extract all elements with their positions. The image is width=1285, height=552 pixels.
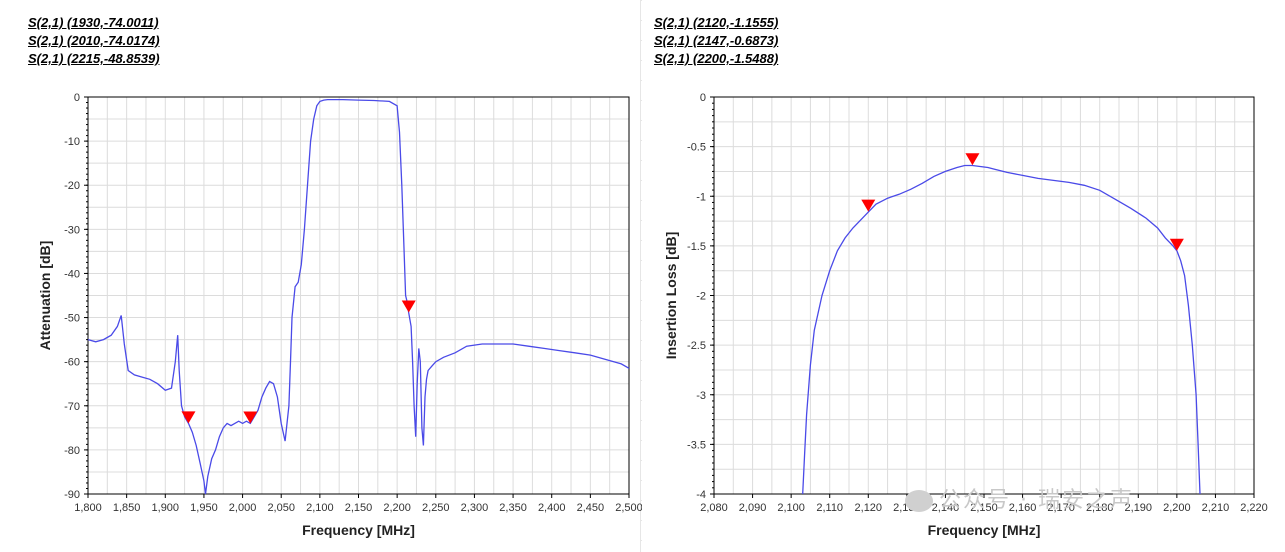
y-tick-label: -90 xyxy=(64,489,80,501)
y-tick-label: -1.5 xyxy=(687,241,706,253)
x-tick-label: 2,140 xyxy=(932,502,960,514)
x-tick-label: 1,900 xyxy=(152,502,180,514)
marker-readout-3[interactable]: S(2,1) (2200,-1.5488) xyxy=(654,51,779,66)
y-tick-label: -2 xyxy=(696,291,706,303)
x-tick-label: 2,080 xyxy=(700,502,728,514)
y-tick-label: -2.5 xyxy=(687,340,706,352)
x-axis-title: Frequency [MHz] xyxy=(302,522,415,538)
x-tick-label: 2,110 xyxy=(816,502,843,514)
x-tick-label: 2,200 xyxy=(1163,502,1191,514)
y-tick-label: -50 xyxy=(64,313,80,325)
x-tick-label: 2,350 xyxy=(499,502,527,514)
x-tick-label: 2,150 xyxy=(970,502,998,514)
marker-readouts: S(2,1) (1930,-74.0011) S(2,1) (2010,-74.… xyxy=(28,14,160,68)
x-tick-label: 2,500 xyxy=(615,502,643,514)
y-tick-label: -10 xyxy=(64,136,80,148)
trace-s21 xyxy=(87,98,630,495)
x-tick-label: 2,170 xyxy=(1047,502,1075,514)
plot-frame xyxy=(87,96,630,495)
x-tick-label: 2,000 xyxy=(229,502,257,514)
x-tick-label: 2,300 xyxy=(461,502,489,514)
marker-triangle-1 xyxy=(181,411,196,424)
marker-readout-2[interactable]: S(2,1) (2147,-0.6873) xyxy=(654,33,779,48)
attenuation-chart: 1,800 1,850 1,900 1,950 2,000 2,050 2,100 2,150… xyxy=(37,92,643,538)
x-tick-label: 2,090 xyxy=(739,502,767,514)
x-tick-label: 1,950 xyxy=(190,502,218,514)
watermark: 公众号 · 瑞安之声 xyxy=(905,482,1134,514)
x-tick-label: 2,400 xyxy=(538,502,566,514)
y-tick-label: -0.5 xyxy=(687,142,706,154)
x-tick-label: 1,800 xyxy=(74,502,102,514)
y-tick-label: -3 xyxy=(696,390,706,402)
wechat-icon xyxy=(905,490,933,512)
x-tick-label: 2,160 xyxy=(1009,502,1037,514)
marker-triangle-1 xyxy=(861,199,876,212)
watermark-text: 公众号 · 瑞安之声 xyxy=(939,488,1134,513)
y-tick-label: -80 xyxy=(64,445,80,457)
plot-frame xyxy=(713,96,1255,495)
marker-triangle-3 xyxy=(1169,238,1184,251)
x-tick-label: 2,210 xyxy=(1202,502,1230,514)
y-axis-title: Attenuation [dB] xyxy=(37,241,53,351)
insertion-loss-chart-panel: S(2,1) (2120,-1.1555) S(2,1) (2147,-0.68… xyxy=(642,0,1285,552)
x-tick-label: 2,150 xyxy=(345,502,373,514)
y-tick-label: 0 xyxy=(700,92,706,104)
x-tick-label: 2,100 xyxy=(306,502,334,514)
marker-readout-1[interactable]: S(2,1) (1930,-74.0011) xyxy=(28,15,159,30)
y-tick-label: -1 xyxy=(696,191,706,203)
trace-s21 xyxy=(802,164,1201,495)
marker-readout-2[interactable]: S(2,1) (2010,-74.0174) xyxy=(28,33,160,48)
y-tick-label: -3.5 xyxy=(687,439,706,451)
marker-readouts: S(2,1) (2120,-1.1555) S(2,1) (2147,-0.68… xyxy=(654,14,778,68)
marker-triangle-3 xyxy=(401,300,416,313)
insertion-loss-chart: 2,080 2,090 2,100 2,110 2,120 2,130 2,140 2,150… xyxy=(663,92,1268,538)
y-tick-label: -4 xyxy=(696,489,706,501)
x-tick-label: 2,190 xyxy=(1125,502,1153,514)
y-tick-label: -70 xyxy=(64,401,80,413)
x-tick-label: 2,050 xyxy=(267,502,295,514)
y-tick-label: -40 xyxy=(64,268,80,280)
marker-readout-1[interactable]: S(2,1) (2120,-1.1555) xyxy=(654,15,779,30)
y-tick-label: -60 xyxy=(64,357,80,369)
marker-triangle-2 xyxy=(243,411,258,424)
x-tick-label: 2,450 xyxy=(577,502,605,514)
x-tick-label: 2,120 xyxy=(855,502,883,514)
x-tick-label: 2,250 xyxy=(422,502,450,514)
marker-readout-3[interactable]: S(2,1) (2215,-48.8539) xyxy=(28,51,160,66)
y-axis-title: Insertion Loss [dB] xyxy=(663,232,679,360)
x-tick-label: 1,850 xyxy=(113,502,141,514)
x-tick-label: 2,180 xyxy=(1086,502,1114,514)
y-tick-label: -30 xyxy=(64,224,80,236)
y-tick-label: -20 xyxy=(64,180,80,192)
y-tick-label: 0 xyxy=(74,92,80,104)
x-axis-title: Frequency [MHz] xyxy=(928,522,1041,538)
x-tick-label: 2,220 xyxy=(1240,502,1268,514)
x-tick-label: 2,200 xyxy=(383,502,411,514)
marker-triangle-2 xyxy=(965,153,980,166)
attenuation-chart-panel: S(2,1) (1930,-74.0011) S(2,1) (2010,-74.… xyxy=(0,0,643,552)
x-tick-label: 2,100 xyxy=(777,502,805,514)
